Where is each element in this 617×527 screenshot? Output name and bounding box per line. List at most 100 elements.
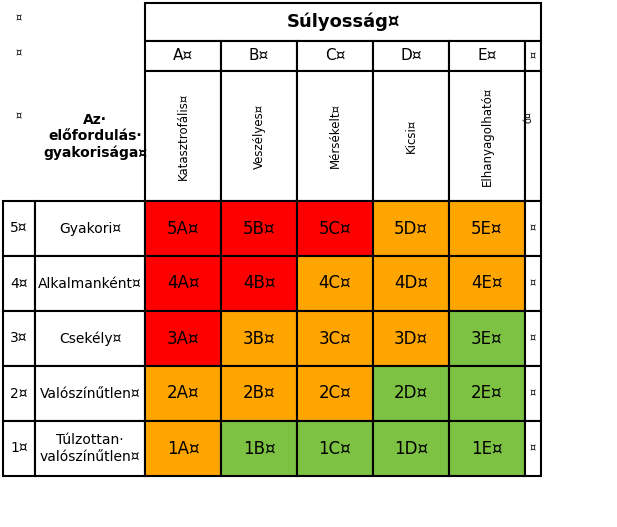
- Text: 5¤: 5¤: [10, 221, 28, 236]
- Bar: [3, 366, 35, 421]
- Bar: [525, 311, 541, 366]
- Bar: [525, 71, 541, 201]
- Bar: [525, 201, 541, 256]
- Text: 5D¤: 5D¤: [394, 220, 428, 238]
- Text: 2B¤: 2B¤: [242, 385, 275, 403]
- Text: ¤: ¤: [530, 278, 536, 288]
- Bar: [373, 421, 449, 476]
- Bar: [3, 256, 35, 311]
- Text: Gyakori¤: Gyakori¤: [59, 221, 121, 236]
- Bar: [35, 256, 145, 311]
- Bar: [35, 366, 145, 421]
- Bar: [525, 421, 541, 476]
- Bar: [525, 41, 541, 71]
- Text: 2C¤: 2C¤: [318, 385, 351, 403]
- Bar: [145, 3, 541, 41]
- Bar: [3, 41, 145, 71]
- Bar: [145, 41, 221, 71]
- Bar: [525, 366, 541, 421]
- Bar: [449, 41, 525, 71]
- Bar: [3, 421, 35, 476]
- Text: Csekély¤: Csekély¤: [59, 331, 121, 346]
- Text: A¤: A¤: [173, 48, 193, 63]
- Bar: [449, 421, 525, 476]
- Bar: [145, 311, 221, 366]
- Bar: [297, 421, 373, 476]
- Bar: [145, 256, 221, 311]
- Text: 5E¤: 5E¤: [471, 220, 503, 238]
- Bar: [221, 311, 297, 366]
- Bar: [3, 311, 35, 366]
- Bar: [297, 41, 373, 71]
- Bar: [221, 41, 297, 71]
- Text: 4A¤: 4A¤: [167, 275, 199, 292]
- Text: ¤: ¤: [530, 223, 536, 233]
- Text: ¤: ¤: [530, 334, 536, 344]
- Text: 3C¤: 3C¤: [318, 329, 351, 347]
- Bar: [297, 311, 373, 366]
- Text: Mérsékelt¤: Mérsékelt¤: [328, 103, 341, 169]
- Text: 2A¤: 2A¤: [167, 385, 199, 403]
- Text: ¤: ¤: [530, 444, 536, 454]
- Bar: [297, 71, 373, 201]
- Bar: [373, 71, 449, 201]
- Bar: [221, 421, 297, 476]
- Text: 2¤: 2¤: [10, 386, 28, 401]
- Text: 1¤: 1¤: [10, 442, 28, 455]
- Bar: [221, 71, 297, 201]
- Text: 3E¤: 3E¤: [471, 329, 503, 347]
- Text: Elhanyagolható¤: Elhanyagolható¤: [481, 86, 494, 186]
- Bar: [145, 71, 221, 201]
- Bar: [3, 71, 145, 201]
- Bar: [221, 201, 297, 256]
- Text: B¤: B¤: [249, 48, 269, 63]
- Text: 5A¤: 5A¤: [167, 220, 199, 238]
- Text: 3A¤: 3A¤: [167, 329, 199, 347]
- Text: ó¤: ó¤: [523, 111, 533, 123]
- Bar: [525, 256, 541, 311]
- Text: Súlyosság¤: Súlyosság¤: [286, 13, 400, 31]
- Bar: [373, 366, 449, 421]
- Text: 1A¤: 1A¤: [167, 440, 199, 457]
- Text: 4D¤: 4D¤: [394, 275, 428, 292]
- Bar: [145, 421, 221, 476]
- Bar: [449, 366, 525, 421]
- Text: Katasztrofális¤: Katasztrofális¤: [176, 92, 189, 180]
- Bar: [145, 201, 221, 256]
- Bar: [449, 256, 525, 311]
- Bar: [449, 311, 525, 366]
- Text: Valószínűtlen¤: Valószínűtlen¤: [39, 386, 140, 401]
- Text: 2E¤: 2E¤: [471, 385, 503, 403]
- Text: 1C¤: 1C¤: [318, 440, 351, 457]
- Bar: [373, 201, 449, 256]
- Bar: [35, 201, 145, 256]
- Bar: [3, 3, 145, 41]
- Text: 4C¤: 4C¤: [319, 275, 351, 292]
- Text: Veszélyes¤: Veszélyes¤: [252, 103, 265, 169]
- Bar: [145, 366, 221, 421]
- Text: ¤: ¤: [530, 388, 536, 398]
- Bar: [373, 41, 449, 71]
- Bar: [297, 366, 373, 421]
- Bar: [35, 421, 145, 476]
- Bar: [297, 201, 373, 256]
- Text: Az·
előfordulás·
gyakorisága¤: Az· előfordulás· gyakorisága¤: [43, 112, 147, 160]
- Text: 1D¤: 1D¤: [394, 440, 428, 457]
- Text: 3D¤: 3D¤: [394, 329, 428, 347]
- Text: ¤: ¤: [16, 48, 22, 58]
- Bar: [297, 256, 373, 311]
- Bar: [35, 311, 145, 366]
- Bar: [373, 256, 449, 311]
- Text: D¤: D¤: [400, 48, 422, 63]
- Bar: [449, 71, 525, 201]
- Text: 4B¤: 4B¤: [242, 275, 275, 292]
- Text: Túlzottan·
valószínűtlen¤: Túlzottan· valószínűtlen¤: [39, 433, 140, 464]
- Bar: [373, 311, 449, 366]
- Text: 4E¤: 4E¤: [471, 275, 503, 292]
- Text: 1B¤: 1B¤: [242, 440, 275, 457]
- Text: 3¤: 3¤: [10, 331, 28, 346]
- Bar: [3, 201, 35, 256]
- Text: 2D¤: 2D¤: [394, 385, 428, 403]
- Text: ¤: ¤: [16, 13, 22, 23]
- Text: ¤: ¤: [16, 112, 22, 122]
